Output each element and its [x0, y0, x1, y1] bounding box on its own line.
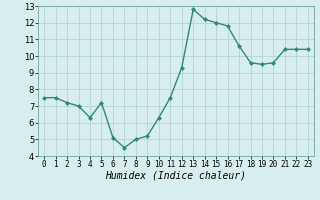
X-axis label: Humidex (Indice chaleur): Humidex (Indice chaleur): [106, 171, 246, 181]
